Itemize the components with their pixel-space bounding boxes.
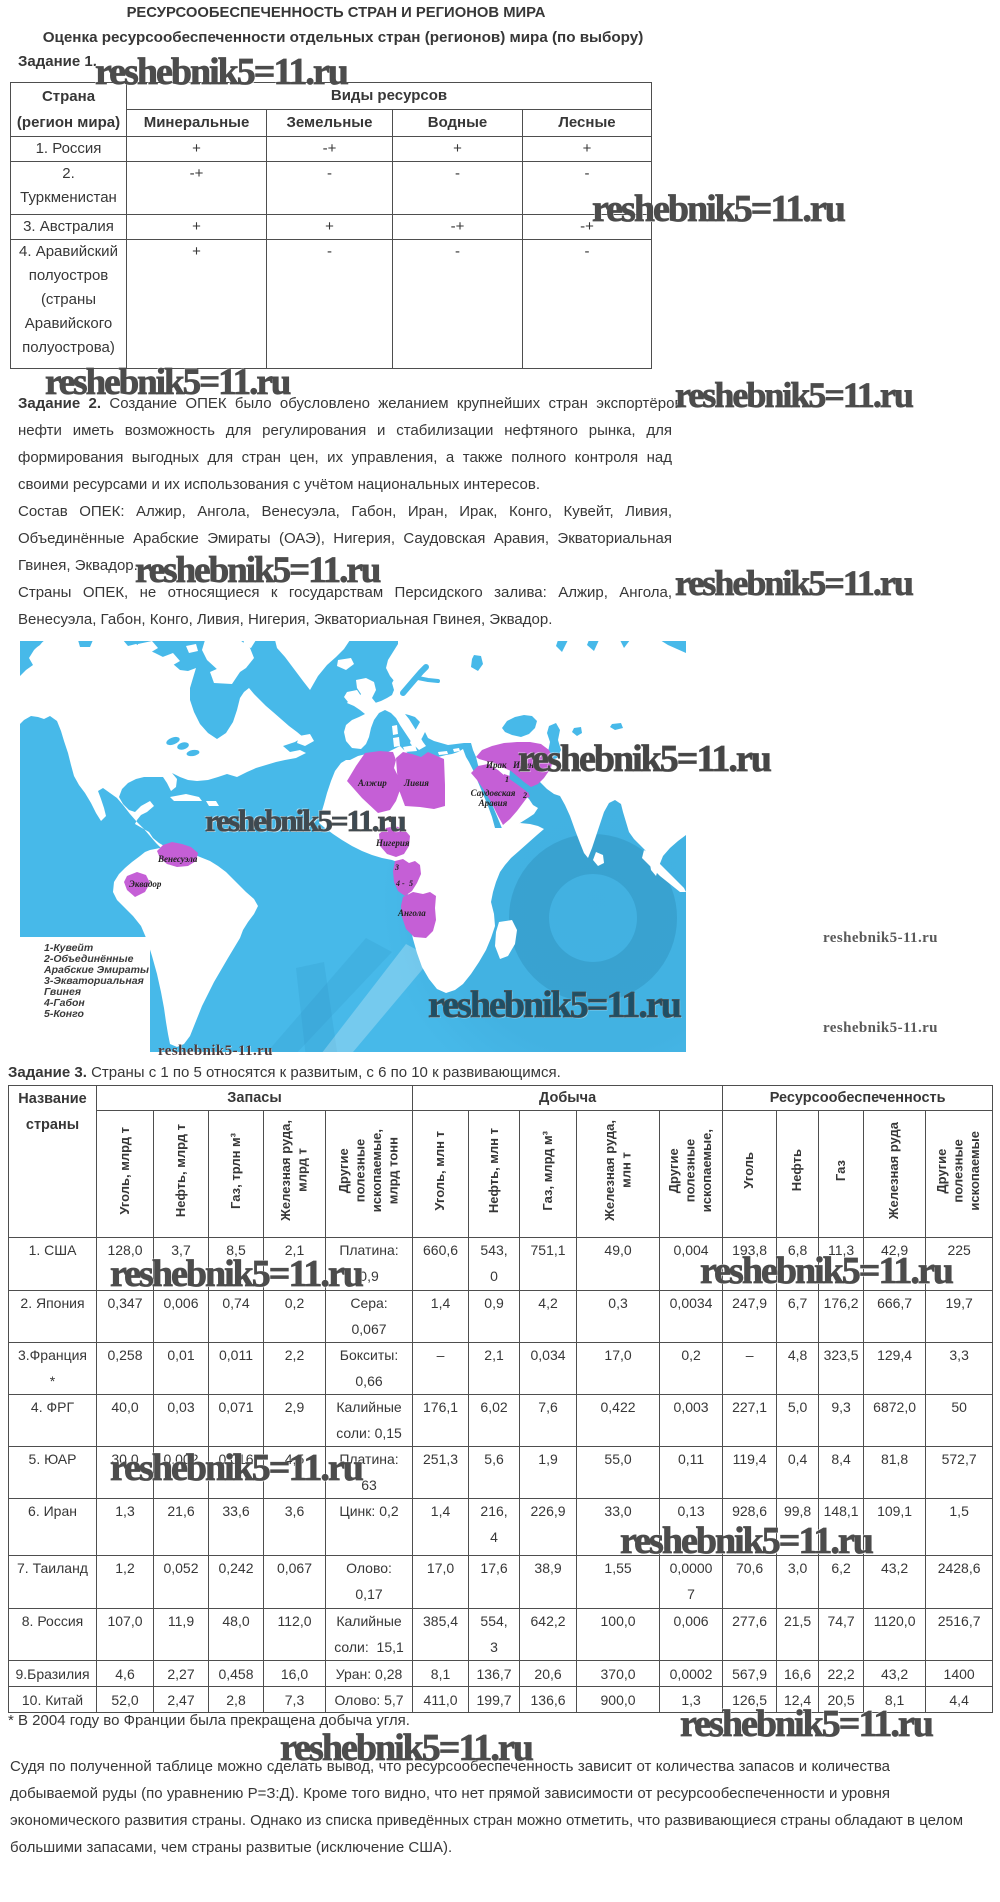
svg-text:Гвинея: Гвинея xyxy=(44,986,81,998)
svg-text:Венесуэла: Венесуэла xyxy=(157,854,198,864)
svg-text:Алжир: Алжир xyxy=(357,778,387,788)
svg-text:5: 5 xyxy=(409,879,413,888)
svg-text:Ангола: Ангола xyxy=(397,908,426,918)
svg-text:Эквадор: Эквадор xyxy=(129,879,162,889)
svg-text:Саудовская: Саудовская xyxy=(471,788,516,798)
svg-text:1: 1 xyxy=(505,775,509,784)
svg-text:2: 2 xyxy=(522,791,527,800)
svg-text:3: 3 xyxy=(394,863,399,872)
svg-text:Арабские Эмираты: Арабские Эмираты xyxy=(43,964,149,976)
svg-text:Ливия: Ливия xyxy=(403,778,429,788)
svg-text:4-Габон: 4-Габон xyxy=(43,997,85,1009)
svg-text:Нигерия: Нигерия xyxy=(375,838,410,848)
svg-text:Аравия: Аравия xyxy=(478,798,508,808)
svg-text:4 -: 4 - xyxy=(395,879,405,888)
svg-text:Ирак: Ирак xyxy=(485,760,507,770)
svg-text:2-Объединённые: 2-Объединённые xyxy=(43,953,134,965)
svg-text:5-Конго: 5-Конго xyxy=(44,1008,84,1020)
svg-text:Иран: Иран xyxy=(512,760,534,770)
svg-text:3-Экваториальная: 3-Экваториальная xyxy=(44,975,144,987)
svg-text:1-Кувейт: 1-Кувейт xyxy=(44,942,93,954)
